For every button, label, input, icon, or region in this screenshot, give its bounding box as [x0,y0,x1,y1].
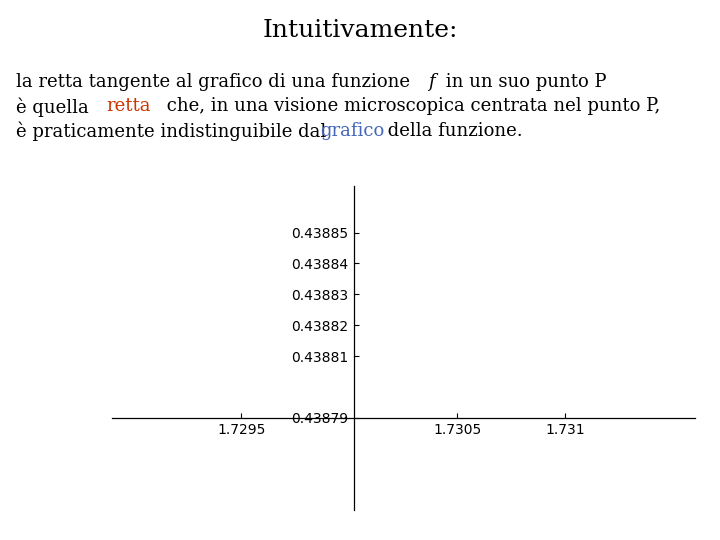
Text: che, in una visione microscopica centrata nel punto P,: che, in una visione microscopica centrat… [161,97,660,115]
Text: in un suo punto P: in un suo punto P [440,73,606,91]
Text: è praticamente indistinguibile dal: è praticamente indistinguibile dal [16,122,332,141]
Text: f: f [428,73,434,91]
Text: della funzione.: della funzione. [382,122,522,139]
Text: la retta tangente al grafico di una funzione: la retta tangente al grafico di una funz… [16,73,415,91]
Text: grafico: grafico [320,122,384,139]
Text: retta: retta [107,97,151,115]
Text: è quella: è quella [16,97,94,117]
Text: Intuitivamente:: Intuitivamente: [262,19,458,42]
